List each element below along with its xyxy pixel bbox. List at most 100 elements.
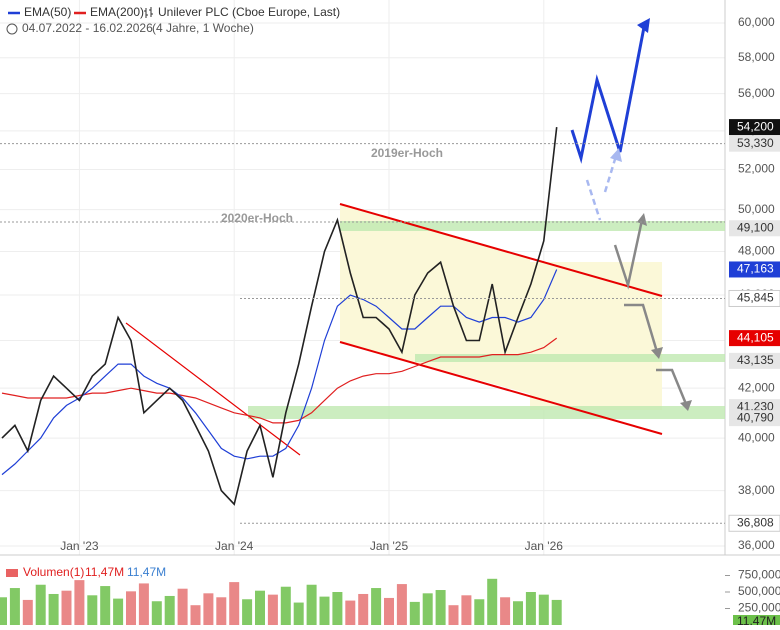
volume-bar bbox=[422, 593, 433, 625]
clock-icon bbox=[6, 23, 18, 35]
volume-bar bbox=[177, 588, 188, 625]
x-tick-label: Jan '25 bbox=[370, 539, 409, 553]
period-note: (4 Jahre, 1 Woche) bbox=[152, 21, 254, 35]
y-tick-label: 50,000 bbox=[738, 202, 775, 216]
price-badge bbox=[729, 352, 780, 369]
price-badge bbox=[729, 119, 780, 136]
chart-title: Unilever PLC (Cboe Europe, Last) bbox=[158, 5, 340, 19]
y-tick-label: 56,000 bbox=[738, 86, 775, 100]
y-tick-label: 38,000 bbox=[738, 483, 775, 497]
volume-bar bbox=[538, 594, 549, 625]
volume-bar bbox=[164, 595, 175, 625]
forecast-gray bbox=[624, 303, 659, 353]
volume-badge-label: 11,47M bbox=[737, 614, 776, 625]
volume-bar bbox=[0, 597, 7, 625]
volume-bar bbox=[216, 597, 227, 625]
volume-bar bbox=[345, 600, 356, 625]
volume-bar bbox=[74, 580, 85, 625]
volume-bar bbox=[513, 601, 523, 625]
x-tick-label: Jan '23 bbox=[60, 539, 99, 553]
volume-bar bbox=[461, 595, 472, 625]
price-badge-label: 43,135 bbox=[737, 353, 774, 367]
volume-name: Volumen(1) bbox=[23, 565, 84, 579]
y-tick-label: 60,000 bbox=[738, 15, 775, 29]
arrow-head bbox=[610, 148, 622, 162]
volume-bar bbox=[332, 592, 343, 625]
ohlc-icon bbox=[144, 7, 153, 18]
price-badge-label: 41,230 bbox=[737, 399, 774, 413]
volume-bar bbox=[409, 601, 420, 625]
volume-avg: 11,47M bbox=[127, 565, 166, 579]
volume-bar bbox=[435, 590, 446, 625]
volume-bar bbox=[396, 584, 407, 625]
price-badge-label: 53,330 bbox=[737, 136, 774, 150]
forecast-dashed bbox=[585, 179, 602, 221]
price-badge bbox=[729, 261, 780, 278]
forecast-gray bbox=[613, 219, 644, 290]
volume-bar bbox=[293, 602, 304, 625]
x-tick-label: Jan '26 bbox=[525, 539, 564, 553]
forecast-gray bbox=[656, 368, 688, 405]
support-zone bbox=[415, 354, 725, 362]
price-line bbox=[1, 127, 558, 506]
volume-bar bbox=[22, 599, 33, 625]
price-badge bbox=[729, 410, 780, 427]
price-badge-label: 49,100 bbox=[737, 220, 774, 234]
price-badge bbox=[729, 135, 780, 152]
volume-bar bbox=[384, 597, 394, 625]
volume-bar bbox=[9, 588, 20, 625]
volume-bar bbox=[255, 590, 265, 625]
y-tick-label: 52,000 bbox=[738, 162, 775, 176]
support-zone bbox=[340, 221, 725, 231]
arrow-head bbox=[651, 347, 663, 359]
ema-line bbox=[1, 337, 558, 424]
arrow-head bbox=[637, 18, 650, 33]
price-badge-label: 47,163 bbox=[737, 262, 774, 276]
y-tick-label: 40,000 bbox=[738, 430, 775, 444]
volume-tick-label: 500,000 bbox=[738, 584, 780, 598]
volume-bar bbox=[280, 586, 291, 625]
forecast-path bbox=[570, 21, 647, 164]
volume-bar bbox=[151, 601, 162, 625]
y-tick-label: 48,000 bbox=[738, 244, 775, 258]
volume-bar bbox=[551, 599, 562, 625]
volume-bar bbox=[203, 593, 214, 625]
volume-bar bbox=[306, 584, 317, 625]
channel-line bbox=[339, 341, 663, 435]
volume-bar bbox=[229, 582, 240, 625]
volume-tick-label: 750,000 bbox=[738, 568, 780, 582]
volume-bar bbox=[448, 605, 459, 625]
ema-line bbox=[1, 269, 558, 476]
volume-bar bbox=[35, 584, 46, 625]
price-badge-label: 36,808 bbox=[737, 515, 774, 529]
volume-bar bbox=[138, 583, 149, 625]
x-tick-label: Jan '24 bbox=[215, 539, 254, 553]
price-badge-label: 44,105 bbox=[737, 330, 774, 344]
channel-line bbox=[339, 203, 663, 297]
price-badge bbox=[728, 289, 780, 307]
annotation: 2019er-Hoch bbox=[371, 146, 443, 160]
price-badge bbox=[729, 330, 780, 347]
y-tick-label: 42,000 bbox=[738, 380, 775, 394]
price-badge bbox=[728, 514, 780, 532]
volume-bar bbox=[126, 591, 136, 625]
volume-bar bbox=[100, 586, 111, 625]
price-badge-label: 54,200 bbox=[737, 119, 774, 133]
trend-line bbox=[125, 322, 301, 456]
legend: EMA(50) EMA(200) Unilever PLC (Cboe Euro… bbox=[6, 5, 340, 579]
y-tick-label: 36,000 bbox=[738, 538, 775, 552]
volume-bar bbox=[474, 599, 485, 625]
arrow-head bbox=[680, 400, 692, 411]
price-badge-label: 45,845 bbox=[737, 291, 774, 305]
volume-bar bbox=[190, 605, 201, 625]
volume-bar bbox=[358, 593, 369, 625]
support-zone bbox=[248, 406, 725, 419]
price-badge bbox=[729, 220, 780, 237]
volume-bar bbox=[87, 595, 98, 625]
volume-bar bbox=[319, 596, 330, 625]
legend-label: EMA(50) bbox=[24, 5, 71, 19]
price-badge-label: 40,790 bbox=[737, 410, 774, 424]
volume-bar bbox=[113, 598, 124, 625]
volume-last: 11,47M bbox=[85, 565, 124, 579]
